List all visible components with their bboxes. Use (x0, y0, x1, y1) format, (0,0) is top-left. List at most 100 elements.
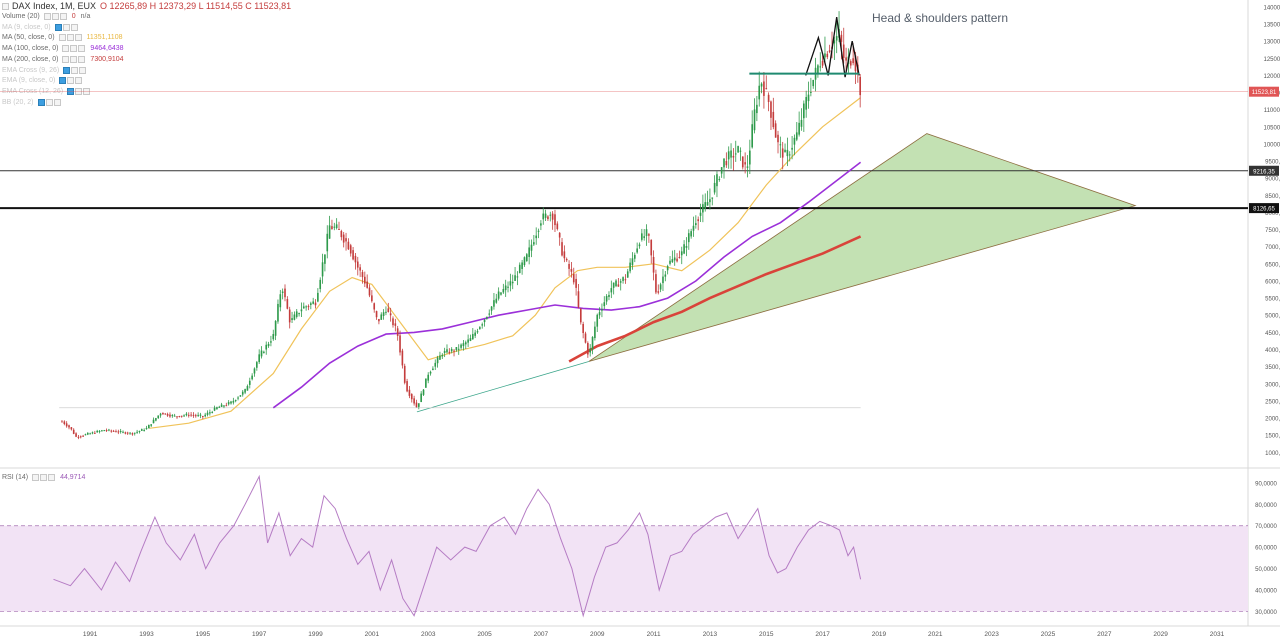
candle-body (615, 280, 617, 287)
close-icon[interactable] (78, 45, 86, 53)
price-tick-label: 12500,00 (1263, 57, 1280, 63)
close-icon[interactable] (48, 474, 56, 481)
settings-icon[interactable] (62, 55, 70, 63)
eye-icon[interactable] (67, 77, 75, 85)
candle-body (817, 65, 819, 74)
candle-body (680, 251, 683, 256)
price-tick-label: 13500,00 (1263, 22, 1280, 28)
settings-icon[interactable] (37, 98, 45, 106)
candle-body (176, 416, 178, 418)
rsi-tick-label: 70,0000 (1255, 524, 1277, 530)
indicator-buttons (58, 34, 82, 42)
candle-body (629, 262, 631, 272)
close-value: C 11523,81 (245, 1, 292, 11)
eye-icon[interactable] (70, 55, 78, 63)
candle-body (84, 434, 87, 436)
candle-body (793, 137, 796, 145)
eye-icon[interactable] (51, 13, 59, 20)
candle-body (75, 433, 77, 437)
candle-body (335, 224, 338, 229)
time-tick-label: 2021 (928, 631, 943, 638)
settings-icon[interactable] (63, 66, 71, 74)
candle-body (157, 415, 160, 419)
candle-body (298, 313, 300, 315)
candle-body (497, 291, 500, 299)
settings-icon[interactable] (62, 45, 70, 53)
settings-icon[interactable] (54, 23, 62, 31)
candle-body (143, 429, 145, 431)
candle-body (828, 50, 831, 53)
close-icon[interactable] (59, 13, 67, 20)
time-tick-label: 1993 (139, 631, 154, 638)
eye-icon[interactable] (45, 98, 53, 106)
candle-body (727, 151, 730, 160)
candle-body (849, 61, 852, 66)
indicator-legend: Volume (20) 0 n/a (2, 13, 90, 20)
time-tick-label: 2031 (1210, 631, 1225, 638)
candle-body (718, 178, 721, 180)
eye-icon[interactable] (62, 23, 70, 31)
candle-body (248, 380, 251, 385)
settings-icon[interactable] (43, 13, 51, 20)
candle-body (241, 391, 244, 395)
price-tick-label: 7000,00 (1265, 245, 1280, 251)
candle-body (687, 233, 690, 243)
candle-body (753, 109, 756, 131)
close-icon[interactable] (78, 55, 86, 63)
candle-body (202, 416, 204, 418)
candle-body (626, 271, 629, 278)
candle-body (457, 348, 460, 350)
rsi-tick-label: 50,0000 (1255, 567, 1277, 573)
eye-icon[interactable] (40, 474, 48, 481)
candle-body (812, 79, 815, 87)
candle-body (422, 389, 425, 395)
candle-body (310, 303, 312, 305)
candle-body (403, 365, 406, 383)
close-icon[interactable] (79, 66, 87, 74)
eye-icon[interactable] (66, 34, 74, 42)
candle-body (279, 294, 282, 308)
price-tick-label: 1500,00 (1265, 434, 1280, 440)
time-tick-label: 2015 (759, 631, 774, 638)
close-icon[interactable] (74, 34, 82, 42)
candle-body (218, 406, 221, 408)
candle-body (138, 430, 141, 432)
eye-icon[interactable] (71, 66, 79, 74)
indicator-buttons (43, 13, 67, 20)
indicator-legend: EMA (9, close, 0) (2, 77, 83, 85)
candle-body (591, 336, 594, 350)
collapse-icon[interactable] (2, 2, 9, 10)
candle-body (227, 402, 230, 405)
candle-body (94, 432, 96, 434)
candle-body (570, 268, 573, 272)
settings-icon[interactable] (32, 474, 40, 481)
close-icon[interactable] (70, 23, 78, 31)
indicator-value: 7300,9104 (90, 55, 124, 63)
candle-body (500, 292, 502, 295)
time-tick-label: 2017 (815, 631, 830, 638)
rsi-label: RSI (14) (2, 474, 29, 481)
candle-body (61, 421, 63, 423)
candle-body (77, 436, 80, 438)
indicator-buttons (62, 55, 86, 63)
price-tick-label: 10500,00 (1263, 125, 1280, 131)
candle-body (657, 291, 660, 293)
candle-body (173, 415, 176, 417)
candle-body (579, 308, 582, 323)
candle-body (523, 257, 526, 265)
candle-body (72, 429, 75, 434)
candle-body (631, 258, 634, 265)
close-icon[interactable] (53, 98, 61, 106)
candle-body (826, 53, 829, 58)
eye-icon[interactable] (70, 45, 78, 53)
settings-icon[interactable] (59, 77, 67, 85)
candle-body (821, 60, 824, 66)
candle-body (354, 255, 357, 263)
settings-icon[interactable] (58, 34, 66, 42)
price-tick-label: 8000,00 (1265, 211, 1280, 217)
candle-body (265, 344, 268, 350)
close-icon[interactable] (75, 77, 83, 85)
candle-body (624, 279, 627, 281)
candle-body (483, 319, 486, 323)
